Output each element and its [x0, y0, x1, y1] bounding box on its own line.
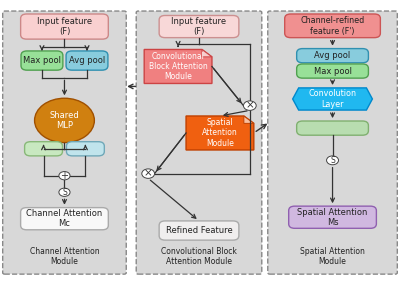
FancyBboxPatch shape [21, 51, 63, 70]
Circle shape [326, 156, 338, 165]
FancyBboxPatch shape [3, 11, 126, 274]
Text: Input feature
(F): Input feature (F) [37, 17, 92, 36]
Text: Spatial Attention
Module: Spatial Attention Module [300, 247, 365, 266]
FancyBboxPatch shape [136, 11, 262, 274]
Text: S: S [62, 188, 67, 197]
Text: Convolutional Block
Attention Module: Convolutional Block Attention Module [161, 247, 237, 266]
FancyBboxPatch shape [285, 14, 380, 38]
Polygon shape [186, 116, 254, 150]
Text: Avg pool: Avg pool [314, 51, 351, 60]
Text: Channel-refined
feature (F'): Channel-refined feature (F') [300, 16, 365, 36]
FancyBboxPatch shape [21, 14, 108, 39]
Circle shape [244, 101, 256, 110]
Polygon shape [144, 50, 212, 83]
FancyBboxPatch shape [66, 51, 108, 70]
Text: Spatial
Attention
Module: Spatial Attention Module [202, 118, 238, 148]
Text: Max pool: Max pool [314, 67, 352, 75]
FancyBboxPatch shape [159, 15, 239, 38]
Circle shape [142, 169, 154, 178]
Text: Shared
MLP: Shared MLP [50, 111, 79, 130]
Text: +: + [60, 171, 68, 181]
FancyBboxPatch shape [297, 121, 368, 135]
Polygon shape [293, 88, 372, 110]
Text: Convolution
Layer: Convolution Layer [308, 89, 356, 109]
Text: ×: × [144, 169, 152, 178]
Text: Spatial Attention
Ms: Spatial Attention Ms [297, 208, 368, 227]
Text: Channel Attention
Module: Channel Attention Module [30, 247, 99, 266]
Polygon shape [202, 50, 212, 57]
Text: Input feature
(F): Input feature (F) [172, 17, 226, 36]
FancyBboxPatch shape [289, 206, 376, 228]
Polygon shape [244, 116, 254, 123]
Circle shape [59, 172, 70, 180]
Text: Avg pool: Avg pool [69, 56, 105, 65]
Text: Channel Attention
Mc: Channel Attention Mc [26, 209, 102, 228]
Text: Max pool: Max pool [23, 56, 61, 65]
Text: S: S [330, 156, 335, 165]
Text: ×: × [246, 101, 254, 111]
Circle shape [59, 188, 70, 196]
FancyBboxPatch shape [66, 142, 104, 156]
FancyBboxPatch shape [159, 221, 239, 240]
Text: Refined Feature: Refined Feature [166, 226, 232, 235]
FancyBboxPatch shape [268, 11, 397, 274]
FancyBboxPatch shape [297, 49, 368, 63]
FancyBboxPatch shape [21, 208, 108, 230]
Circle shape [34, 98, 94, 143]
FancyBboxPatch shape [25, 142, 62, 156]
Text: Convolutional
Block Attention
Module: Convolutional Block Attention Module [149, 52, 208, 81]
FancyBboxPatch shape [297, 64, 368, 78]
